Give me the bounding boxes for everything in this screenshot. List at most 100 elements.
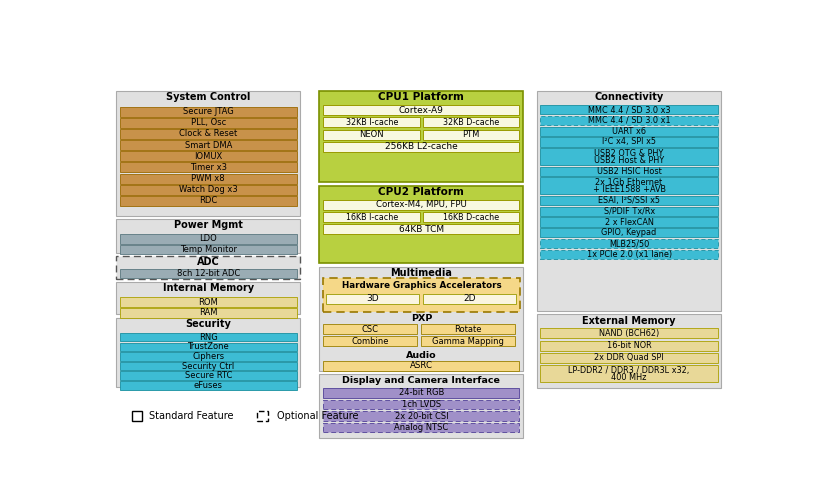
Bar [323,105,518,115]
Bar [120,129,296,139]
Bar [540,196,717,205]
Bar [323,361,518,370]
Bar [540,167,717,176]
Text: 2D: 2D [463,294,475,303]
Text: 16KB D-cache: 16KB D-cache [442,213,499,221]
Text: CSC: CSC [361,325,378,334]
Text: Hardware Graphics Accelerators: Hardware Graphics Accelerators [342,281,500,290]
Text: PTM: PTM [462,130,479,139]
Text: 1ch LVDS: 1ch LVDS [401,400,441,409]
Bar [323,389,518,397]
Bar [536,91,720,311]
Text: USB2 OTG & PHY: USB2 OTG & PHY [594,149,663,158]
Text: 16KB I-cache: 16KB I-cache [346,213,397,221]
Bar [540,250,717,259]
Bar [120,185,296,195]
Text: S/PDIF Tx/Rx: S/PDIF Tx/Rx [603,207,654,216]
Text: 1x PCIe 2.0 (x1 lane): 1x PCIe 2.0 (x1 lane) [586,250,671,259]
Text: PXP: PXP [410,314,432,323]
Bar [322,278,519,312]
Text: IOMUX: IOMUX [194,152,222,161]
Bar [540,341,717,351]
Bar [120,362,296,370]
Bar [319,91,523,182]
Text: Ciphers: Ciphers [192,352,224,361]
Bar [319,374,523,438]
Bar [120,308,296,318]
Text: USB2 Host & PHY: USB2 Host & PHY [593,156,663,165]
Text: NEON: NEON [359,130,383,139]
Bar [120,151,296,161]
Text: Rotate: Rotate [454,325,481,334]
Text: GPIO, Keypad: GPIO, Keypad [601,228,656,237]
Text: 2x 20-bit CSI: 2x 20-bit CSI [394,412,448,420]
Text: Multimedia: Multimedia [390,268,452,278]
Bar [422,117,518,127]
Text: 2 x FlexCAN: 2 x FlexCAN [604,218,653,226]
Bar [540,353,717,363]
Bar [116,256,300,279]
Bar [120,173,296,184]
Text: 2x DDR Quad SPI: 2x DDR Quad SPI [594,353,663,363]
Bar [540,116,717,125]
Text: Power Mgmt: Power Mgmt [174,220,242,230]
Bar [323,142,518,152]
Bar [116,91,300,216]
Text: CPU1 Platform: CPU1 Platform [378,92,464,102]
Text: Security Ctrl: Security Ctrl [182,362,234,370]
Bar [323,412,518,421]
Text: Audio: Audio [405,351,437,360]
Text: 400 MHz: 400 MHz [611,373,646,382]
Text: Cortex-A9: Cortex-A9 [399,105,443,115]
Text: System Control: System Control [166,92,250,102]
Text: RAM: RAM [199,308,217,318]
Text: Gamma Mapping: Gamma Mapping [432,337,503,345]
Text: USB2 HSIC Host: USB2 HSIC Host [596,167,661,176]
Bar [325,294,419,304]
Bar [323,130,420,140]
Text: 2x 1Gb Ethernet: 2x 1Gb Ethernet [595,178,662,187]
Text: 32KB D-cache: 32KB D-cache [442,118,499,127]
Text: Analog NTSC: Analog NTSC [394,423,448,432]
Text: ASRC: ASRC [410,361,432,370]
Bar [540,126,717,136]
Text: I²C x4, SPI x5: I²C x4, SPI x5 [601,138,655,147]
Bar [323,400,518,409]
Text: eFuses: eFuses [193,381,223,390]
Text: Combine: Combine [351,337,388,345]
Text: Internal Memory: Internal Memory [162,283,254,293]
Bar [120,371,296,380]
Bar [422,294,516,304]
Bar [536,315,720,388]
Bar [257,412,267,421]
Bar [420,324,514,335]
Bar [323,212,420,222]
Bar [540,218,717,227]
Text: TrustZone: TrustZone [188,343,229,351]
Bar [319,267,523,370]
Bar [323,200,518,210]
Text: RDC: RDC [199,196,217,205]
Bar [422,212,518,222]
Bar [420,336,514,346]
Text: UART x6: UART x6 [611,127,645,136]
Text: MMC 4.4 / SD 3.0 x3: MMC 4.4 / SD 3.0 x3 [587,105,670,114]
Text: 24-bit RGB: 24-bit RGB [398,389,444,397]
Bar [540,207,717,216]
Text: + IEEE1588 +AVB: + IEEE1588 +AVB [592,185,665,194]
Bar [323,324,417,335]
Bar [120,269,296,278]
Text: Standard Feature: Standard Feature [149,412,233,421]
Text: Timer x3: Timer x3 [189,163,227,172]
Bar [120,245,296,254]
Text: Secure RTC: Secure RTC [184,371,232,380]
Text: External Memory: External Memory [581,316,675,325]
Text: CPU2 Platform: CPU2 Platform [378,187,464,197]
Text: RNG: RNG [199,333,217,342]
Text: Smart DMA: Smart DMA [184,141,232,149]
Text: Optional Feature: Optional Feature [277,412,358,421]
Bar [540,137,717,147]
Text: PWM x8: PWM x8 [192,174,225,183]
Bar [120,106,296,117]
Text: LDO: LDO [199,235,217,244]
